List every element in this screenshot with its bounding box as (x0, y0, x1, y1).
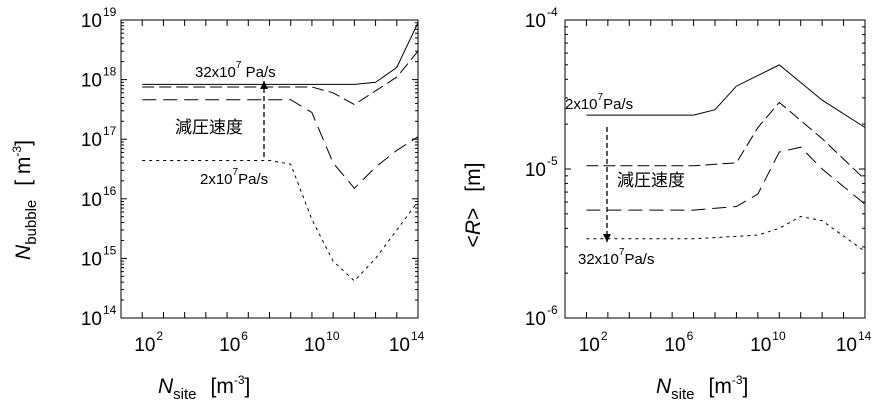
x-axis-label-text: Nsite [m-3] (656, 373, 748, 403)
series-line-solid (586, 64, 866, 128)
y-tick-label-exponent: 18 (103, 65, 117, 79)
x-tick-label: 10 2 (579, 329, 608, 356)
x-tick-label-exponent: 2 (156, 329, 163, 343)
x-axis-label-text: Nsite [m-3] (158, 373, 250, 403)
y-tick-label-exponent: -4 (547, 5, 558, 19)
x-tick-label-base: 10 (836, 335, 857, 356)
y-tick-label: 10 18 (81, 65, 117, 92)
x-tick-label-exponent: 2 (601, 329, 608, 343)
x-tick-label: 10 6 (664, 329, 693, 356)
x-tick-label: 10 10 (750, 329, 786, 356)
x-tick-label-base: 10 (664, 335, 685, 356)
x-tick-label-base: 10 (389, 335, 410, 356)
y-tick-label-base: 10 (525, 309, 546, 330)
y-tick-label-base: 10 (81, 71, 102, 92)
y-tick-label-base: 10 (81, 249, 102, 270)
x-tick-label-exponent: 6 (687, 329, 694, 343)
y-tick-label-exponent: -5 (547, 154, 558, 168)
series-line-dashed (142, 50, 419, 106)
y-tick-label-base: 10 (81, 11, 102, 32)
x-tick-label: 10 14 (389, 329, 425, 356)
y-tick-label: 10 -4 (525, 5, 558, 32)
annotation-rate-label: 2x107Pa/s (200, 167, 268, 188)
annotation-rate-label: 32x107 Pa/s (195, 60, 276, 81)
x-tick-label-exponent: 10 (772, 329, 786, 343)
y-tick-label: 10 14 (81, 303, 117, 330)
y-tick-label-exponent: 17 (103, 124, 117, 138)
x-tick-label-base: 10 (219, 335, 240, 356)
direction-arrow-head (603, 234, 611, 242)
y-axis-label: <R>[m] (462, 163, 485, 248)
y-tick-label: 10 -5 (525, 154, 558, 181)
direction-arrow-head (260, 81, 268, 89)
y-tick-label-base: 10 (81, 130, 102, 151)
series-line-dotted (586, 215, 866, 252)
x-tick-label-exponent: 6 (241, 329, 248, 343)
series-line-dash-long (142, 99, 419, 190)
x-tick-label-base: 10 (579, 335, 600, 356)
annotation-label-decompression-rate: 減圧速度 (617, 171, 685, 190)
y-tick-label-base: 10 (81, 309, 102, 330)
series-line-solid (142, 22, 419, 85)
plot-frame (564, 19, 866, 319)
y-axis-label-text: <R>[m] (462, 163, 485, 248)
y-tick-label-base: 10 (81, 190, 102, 211)
y-tick-label: 10 16 (81, 184, 117, 211)
y-axis-label-text: Nbubble[ m-3] (10, 140, 40, 260)
y-tick-label-exponent: 15 (103, 243, 117, 257)
x-tick-label-base: 10 (134, 335, 155, 356)
x-axis-label: Nsite [m-3] (158, 373, 250, 403)
annotation-label-decompression-rate: 減圧速度 (175, 118, 243, 137)
y-tick-label: 10 17 (81, 124, 117, 151)
y-tick-label-exponent: 16 (103, 184, 117, 198)
y-tick-label-base: 10 (525, 11, 546, 32)
annotation-rate-label: 2x107Pa/s (565, 92, 633, 113)
x-tick-label-exponent: 10 (326, 329, 340, 343)
series-line-dotted (142, 160, 419, 282)
y-tick-label: 10 -6 (525, 303, 558, 330)
x-tick-label: 10 10 (304, 329, 340, 356)
x-tick-label-base: 10 (750, 335, 771, 356)
x-tick-label-exponent: 14 (858, 329, 872, 343)
series-line-dashed (586, 101, 866, 180)
x-tick-label: 10 14 (836, 329, 872, 356)
x-tick-label: 10 6 (219, 329, 248, 356)
y-tick-label-exponent: 19 (103, 5, 117, 19)
x-tick-label-base: 10 (304, 335, 325, 356)
y-tick-label-exponent: 14 (103, 303, 117, 317)
y-tick-label: 10 15 (81, 243, 117, 270)
y-tick-label-base: 10 (525, 160, 546, 181)
series-line-dash-long (586, 146, 866, 211)
annotation-rate-label: 32x107Pa/s (578, 247, 654, 268)
y-tick-label-exponent: -6 (547, 303, 558, 317)
y-tick-label: 10 19 (81, 5, 117, 32)
x-axis-label: Nsite [m-3] (656, 373, 748, 403)
x-tick-label: 10 2 (134, 329, 163, 356)
y-axis-label: Nbubble[ m-3] (10, 140, 40, 260)
x-tick-label-exponent: 14 (411, 329, 425, 343)
